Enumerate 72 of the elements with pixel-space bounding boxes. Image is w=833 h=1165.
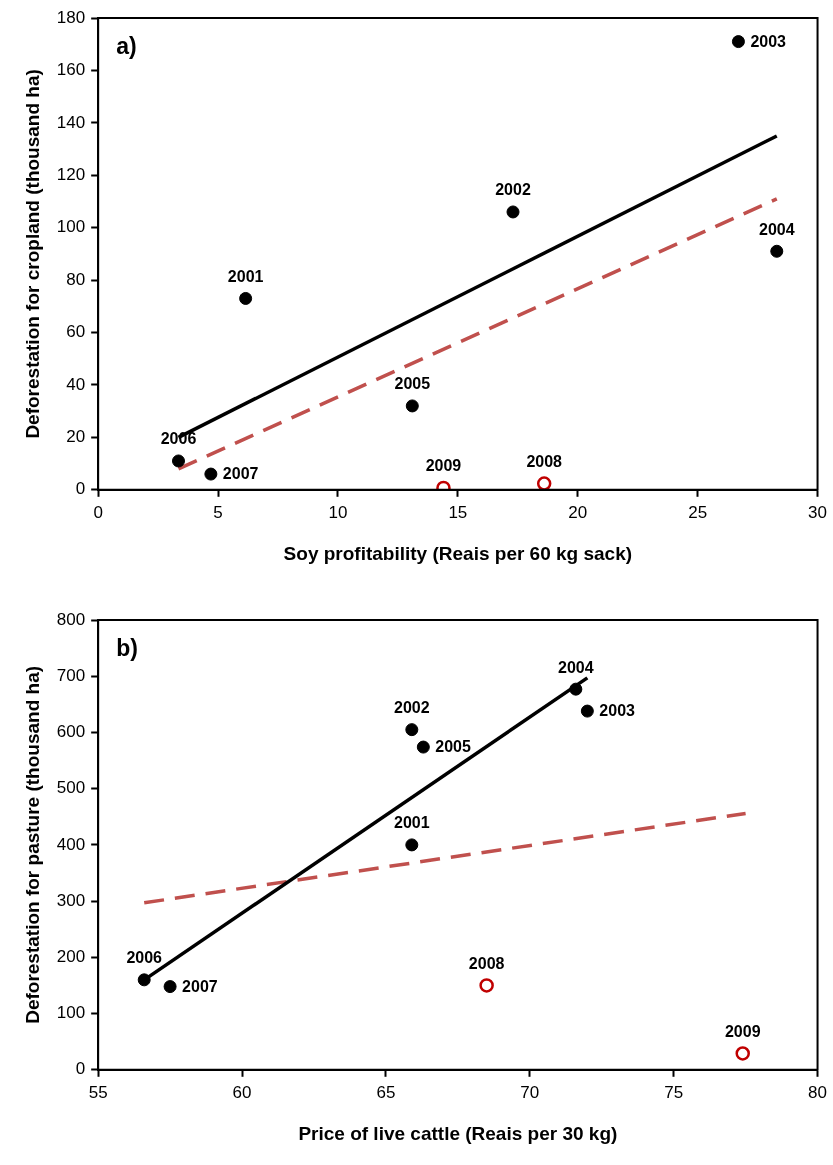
point (770, 244, 784, 258)
x-axis-title: Soy profitability (Reais per 60 kg sack) (283, 542, 633, 564)
y-tick-label: 160 (56, 60, 86, 80)
y-tick-label: 20 (66, 427, 86, 447)
annotation: 2007 (182, 977, 218, 995)
point (405, 399, 419, 413)
x-tick-label: 10 (328, 502, 348, 522)
annotation: 2004 (558, 658, 594, 676)
annotation: 2005 (435, 738, 472, 756)
x-tick-label: 5 (213, 502, 223, 522)
point (569, 682, 583, 696)
y-tick-label: 100 (56, 217, 86, 237)
annotation: 2004 (758, 220, 795, 238)
point (405, 838, 419, 852)
x-tick-label: 70 (520, 1082, 540, 1102)
y-axis-title: Deforestation for pasture (thousand ha) (21, 665, 43, 1024)
point (536, 476, 552, 490)
y-tick-label: 400 (56, 834, 86, 854)
y-tick-label: 180 (56, 7, 86, 27)
y-tick-label: 60 (66, 322, 86, 342)
y-tick-label: 120 (56, 164, 86, 184)
x-tick-label: 25 (688, 502, 708, 522)
y-tick-label: 100 (56, 1003, 86, 1023)
point (239, 291, 253, 305)
annotation: 2006 (126, 949, 163, 967)
y-tick-label: 200 (56, 947, 86, 967)
x-tick-label: 15 (448, 502, 468, 522)
x-tick-label: 0 (93, 502, 103, 522)
point (479, 978, 494, 993)
text: b) (116, 634, 138, 661)
y-tick-label: 300 (56, 890, 86, 910)
y-tick-label: 140 (56, 112, 86, 132)
annotation: 2005 (394, 375, 431, 393)
x-tick-label: 80 (808, 1082, 828, 1102)
x-tick-label: 65 (376, 1082, 396, 1102)
text: a) (116, 32, 137, 59)
x-tick-label: 60 (232, 1082, 252, 1102)
x-tick-label: 30 (808, 502, 828, 522)
x-tick-label: 55 (88, 1082, 108, 1102)
point (731, 35, 745, 49)
annotation: 2001 (394, 814, 430, 832)
point (580, 704, 594, 718)
annotation: 2001 (227, 267, 264, 285)
point (204, 467, 218, 481)
point (137, 973, 151, 987)
point (405, 723, 419, 737)
y-tick-label: 80 (66, 269, 86, 289)
annotation: 2009 (425, 457, 462, 475)
annotation: 2009 (724, 1022, 761, 1040)
y-axis-title: Deforestation for cropland (thousand ha) (21, 69, 43, 439)
annotation: 2007 (222, 465, 259, 483)
y-tick-label: 700 (56, 665, 86, 685)
point (163, 980, 177, 994)
y-tick-label: 800 (56, 609, 86, 629)
point (416, 740, 430, 754)
x-tick-label: 75 (664, 1082, 684, 1102)
annotation: 2003 (599, 702, 636, 720)
y-tick-label: 600 (56, 722, 86, 742)
annotation: 2002 (394, 699, 430, 717)
y-tick-label: 40 (66, 374, 86, 394)
annotation: 2008 (468, 954, 505, 972)
y-tick-label: 500 (56, 778, 86, 798)
y-tick-label: 0 (75, 1059, 86, 1079)
point (506, 205, 520, 219)
x-tick-label: 20 (568, 502, 588, 522)
annotation: 2002 (495, 181, 531, 199)
point (172, 454, 185, 468)
y-tick-label: 0 (75, 479, 86, 499)
x-axis-title: Price of live cattle (Reais per 30 kg) (298, 1122, 618, 1144)
annotation: 2008 (526, 452, 563, 470)
point (735, 1046, 750, 1061)
annotation: 2003 (750, 33, 787, 50)
